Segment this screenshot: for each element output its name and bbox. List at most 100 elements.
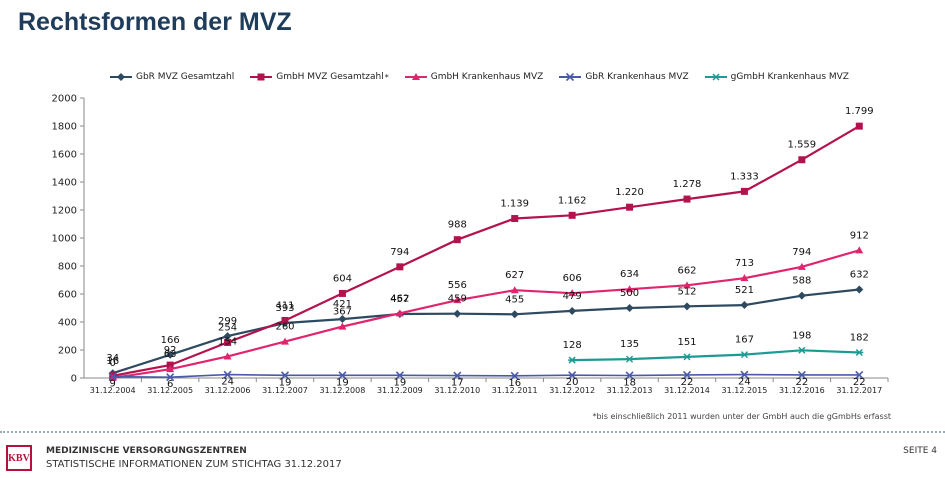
x-tick-label: 31.12.2007 — [262, 386, 308, 395]
chart-legend: GbR MVZ Gesamtzahl GmbH MVZ Gesamtzahl * Gm… — [110, 70, 865, 84]
data-label: 9 — [110, 379, 116, 390]
data-point — [740, 351, 749, 359]
data-label: 393 — [275, 303, 294, 314]
data-point — [224, 338, 232, 346]
y-tick-label: 0 — [71, 374, 77, 385]
data-point — [338, 315, 347, 324]
kbv-logo: KBV — [6, 445, 32, 471]
footer-divider — [0, 431, 945, 433]
data-label: 24 — [221, 377, 234, 388]
data-label: 457 — [390, 294, 409, 305]
legend-swatch — [404, 73, 427, 80]
footnote: *bis einschließlich 2011 wurden unter de… — [592, 412, 891, 421]
series-line — [112, 373, 860, 379]
data-label: 19 — [393, 377, 406, 388]
data-label: 22 — [795, 377, 808, 388]
legend-marker — [566, 72, 575, 82]
data-point — [568, 371, 577, 380]
data-point — [683, 302, 691, 311]
data-label: 421 — [333, 299, 352, 310]
y-tick-label: 1800 — [52, 122, 77, 133]
data-label: 556 — [448, 280, 467, 291]
data-label: 20 — [566, 377, 579, 388]
x-tick-label: 31.12.2009 — [377, 386, 423, 395]
data-point — [626, 203, 634, 211]
data-point — [855, 348, 864, 357]
y-tick-label: 1600 — [52, 150, 77, 161]
data-point — [510, 371, 519, 380]
data-point — [166, 373, 175, 382]
data-point — [453, 371, 462, 380]
data-label: 411 — [275, 300, 294, 311]
x-tick-label: 31.12.2008 — [320, 386, 366, 395]
data-point — [453, 236, 461, 244]
data-label: 151 — [677, 337, 696, 348]
data-point — [511, 215, 519, 223]
data-point — [797, 346, 806, 354]
x-tick-label: 31.12.2010 — [434, 386, 480, 395]
data-label: 299 — [218, 316, 237, 327]
legend-marker — [711, 73, 720, 81]
data-label: 713 — [735, 258, 754, 269]
data-label: 604 — [333, 273, 352, 284]
footer-subtitle: STATISTISCHE INFORMATIONEN ZUM STICHTAG … — [46, 459, 342, 470]
legend-label: GmbH Krankenhaus MVZ — [430, 72, 544, 82]
data-label: 794 — [390, 247, 409, 258]
data-label: 34 — [106, 353, 119, 364]
data-point — [683, 195, 691, 203]
legend-marker — [411, 73, 420, 80]
line-chart: 020040060080010001200140016001800200031.… — [52, 94, 889, 395]
x-tick-label: 31.12.2006 — [205, 386, 251, 395]
x-tick-label: 31.12.2014 — [664, 386, 710, 395]
data-label: 254 — [218, 322, 237, 333]
data-label: 1.333 — [730, 171, 759, 182]
data-label: 588 — [792, 276, 811, 287]
data-point — [740, 301, 749, 310]
page-title: Rechtsformen der MVZ — [18, 8, 292, 36]
series-line — [112, 249, 860, 380]
data-label: 135 — [620, 339, 639, 350]
data-label: 459 — [448, 294, 467, 305]
data-label: 128 — [563, 340, 582, 351]
data-point — [338, 371, 347, 380]
series-line — [112, 288, 860, 375]
data-label: 1.278 — [673, 179, 702, 190]
data-label: 182 — [850, 333, 869, 344]
data-label: 662 — [677, 265, 696, 276]
data-point — [625, 285, 634, 293]
data-point — [855, 246, 864, 254]
legend-item: GbR MVZ Gesamtzahl — [110, 72, 234, 82]
x-tick-label: 31.12.2017 — [836, 386, 882, 395]
data-label: 1.559 — [788, 140, 817, 151]
data-point — [223, 332, 232, 341]
data-label: 1.162 — [558, 195, 587, 206]
legend-label: gGmbH Krankenhaus MVZ — [730, 72, 849, 82]
data-label: 1.220 — [615, 187, 644, 198]
data-label: 92 — [164, 345, 177, 356]
data-point — [740, 274, 749, 282]
data-label: 19 — [336, 377, 349, 388]
data-point — [625, 371, 634, 380]
legend-swatch — [704, 73, 727, 81]
data-label: 19 — [279, 377, 292, 388]
data-label: 1.139 — [500, 199, 529, 210]
data-point — [281, 316, 289, 324]
data-point — [108, 372, 117, 381]
y-tick-label: 1000 — [52, 234, 77, 245]
data-label: 606 — [563, 273, 582, 284]
data-point — [166, 365, 175, 373]
data-point — [338, 322, 347, 330]
data-point — [281, 337, 289, 345]
data-label: 912 — [850, 230, 869, 241]
data-point — [568, 356, 577, 364]
data-point — [682, 370, 692, 379]
data-point — [223, 352, 232, 360]
data-label: 632 — [850, 270, 869, 281]
data-label: 22 — [681, 377, 694, 388]
data-point — [396, 263, 404, 271]
legend-label: GmbH MVZ Gesamtzahl — [276, 72, 384, 82]
data-point — [453, 296, 462, 304]
data-point — [797, 291, 806, 300]
data-label: 479 — [563, 291, 582, 302]
data-point — [280, 371, 290, 380]
